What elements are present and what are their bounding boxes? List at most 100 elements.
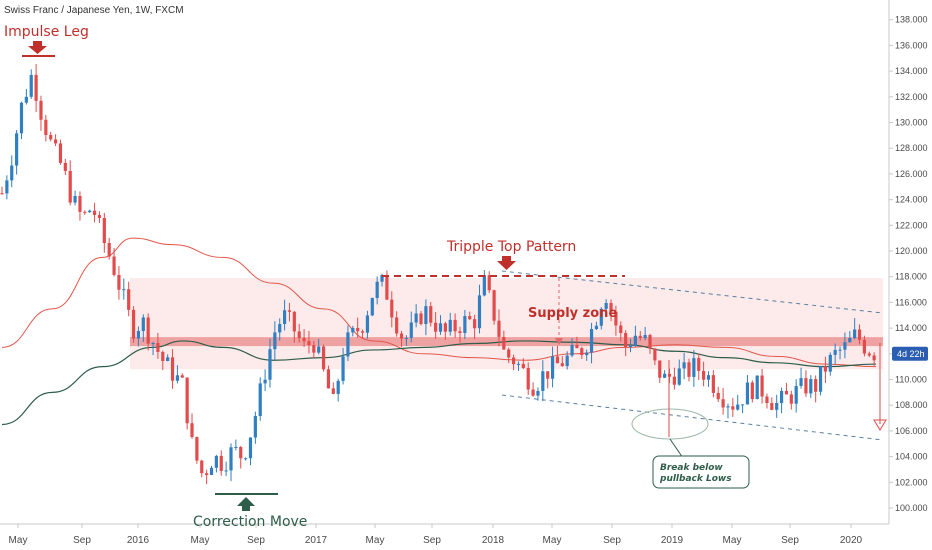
candle-body: [468, 316, 472, 320]
candle-body: [833, 349, 837, 355]
callout-pointer: [669, 438, 684, 459]
candle-body: [112, 256, 116, 275]
supply-measure-arrow: [555, 338, 563, 345]
candle-body: [526, 368, 530, 390]
candle-body: [443, 323, 447, 332]
candle-body: [434, 322, 438, 332]
candle-body: [672, 376, 676, 385]
candle-body: [351, 327, 355, 333]
candle-body: [643, 334, 647, 339]
candle-body: [546, 371, 550, 379]
candle-body: [404, 337, 409, 339]
candle-body: [765, 396, 769, 404]
candle-body: [380, 274, 384, 282]
x-tick-label: Sep: [603, 535, 621, 546]
candle-body: [550, 356, 555, 379]
candle-body: [336, 380, 340, 394]
y-tick-label: 100.000: [895, 503, 928, 513]
candle-body: [136, 330, 141, 339]
candle-body: [609, 303, 613, 312]
candle-body: [750, 382, 754, 400]
candle-body: [375, 281, 379, 298]
candle-body: [122, 289, 126, 291]
candle-body: [34, 74, 38, 101]
candle-body: [39, 100, 43, 120]
x-tick-label: 2020: [840, 535, 863, 546]
candle-body: [273, 332, 277, 350]
x-tick-label: May: [723, 535, 742, 546]
candle-body: [511, 357, 516, 365]
candle-body: [73, 196, 77, 203]
candle-body: [745, 382, 750, 405]
y-tick-label: 132.000: [895, 92, 928, 102]
candle-body: [838, 349, 842, 351]
y-tick-label: 128.000: [895, 143, 928, 153]
candle-body: [117, 274, 121, 290]
candle-body: [175, 375, 180, 381]
candle-body: [224, 470, 228, 472]
candle-body: [190, 423, 194, 438]
candle-body: [195, 437, 199, 461]
candle-body: [68, 170, 72, 203]
candle-body: [409, 322, 413, 338]
candle-body: [234, 446, 238, 448]
candle-body: [804, 378, 808, 394]
candle-body: [755, 375, 759, 400]
y-tick-label: 120.000: [895, 246, 928, 256]
x-tick-label: 2017: [305, 535, 328, 546]
correction-arrow-icon: [237, 497, 255, 511]
candle-body: [638, 335, 642, 339]
candle-body: [585, 352, 589, 356]
candle-body: [185, 377, 189, 424]
y-tick-label: 138.000: [895, 15, 928, 25]
y-axis: 138.000 136.000 134.000 132.000 130.000 128.0…: [889, 15, 928, 513]
candle-body: [799, 378, 803, 387]
candle-body: [453, 319, 457, 332]
candle-body: [5, 180, 9, 194]
x-tick-label: 2019: [661, 535, 684, 546]
candle-body: [307, 341, 311, 346]
price-badge: [892, 346, 928, 361]
candle-body: [740, 404, 745, 406]
candle-body: [857, 329, 862, 340]
y-tick-label: 126.000: [895, 169, 928, 179]
candle-body: [390, 299, 394, 318]
candle-body: [229, 447, 233, 471]
candle-body: [653, 348, 657, 361]
candle-body: [497, 320, 501, 337]
impulse-leg-label: Impulse Leg: [4, 24, 89, 40]
candle-body: [248, 437, 253, 459]
candle-body: [278, 324, 282, 333]
candle-body: [706, 375, 711, 380]
y-tick-label: 108.000: [895, 400, 928, 410]
y-tick-label: 118.000: [895, 272, 927, 282]
candle-body: [49, 134, 53, 140]
candle-body: [0, 193, 4, 195]
candle-body: [614, 311, 618, 326]
candle-body: [848, 338, 852, 343]
candle-body: [541, 371, 545, 391]
candle-body: [346, 332, 350, 357]
candle-body: [63, 162, 67, 171]
candle-body: [414, 313, 418, 323]
candle-body: [214, 455, 218, 468]
x-tick-label: May: [543, 535, 562, 546]
candle-body: [862, 339, 866, 354]
candle-body: [789, 394, 793, 404]
x-tick-label: May: [366, 535, 385, 546]
candle-body: [458, 331, 462, 334]
candle-body: [287, 310, 292, 312]
candle-body: [107, 243, 111, 257]
candle-body: [560, 363, 564, 367]
candle-body: [88, 210, 92, 213]
x-tick-label: Sep: [423, 535, 441, 546]
candle-body: [589, 329, 594, 353]
x-axis: May Sep 2016 May Sep 2017 May Sep 2018 May Sep 2019…: [9, 524, 863, 546]
candle-body: [15, 133, 19, 166]
candle-body: [619, 325, 623, 333]
candle-body: [29, 74, 33, 97]
candle-body: [166, 357, 170, 362]
candle-body: [58, 143, 63, 163]
candle-body: [809, 379, 813, 394]
